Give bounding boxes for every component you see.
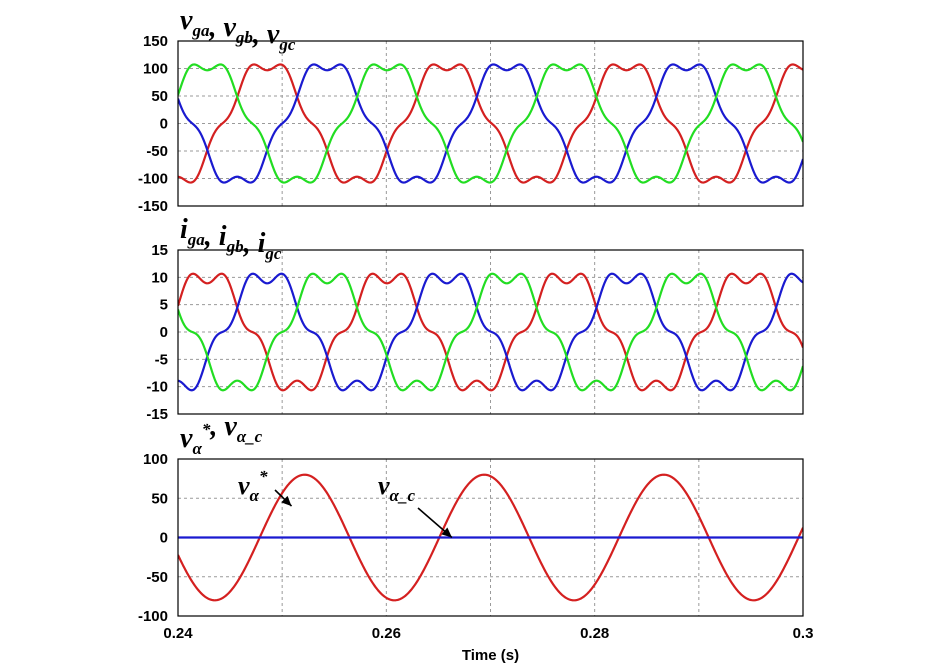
title-separator: , [252, 19, 267, 50]
y-tick-label: 0 [160, 324, 168, 341]
x-tick-label: 0.26 [372, 625, 401, 642]
plot-frame [177, 40, 804, 207]
title-subscript: α [192, 439, 202, 458]
x-axis-label: Time (s) [462, 647, 519, 664]
title-superscript: * [202, 420, 211, 439]
x-tick-label: 0.28 [580, 625, 609, 642]
title-symbol: v [180, 423, 193, 454]
title-subscript: α [250, 486, 260, 505]
y-tick-label: 150 [143, 33, 168, 50]
y-tick-label: 100 [143, 61, 168, 78]
annotation-arrowhead [281, 495, 292, 507]
chart-title: vga, vgb, vgc [180, 5, 296, 54]
title-symbol: v [180, 5, 193, 36]
x-tick-label: 0.24 [163, 625, 193, 642]
series-line-0 [178, 272, 803, 392]
title-subscript: gc [264, 244, 282, 263]
title-symbol: i [258, 228, 266, 259]
series-line-1 [178, 63, 803, 184]
y-tick-label: 50 [151, 88, 168, 105]
title-symbol: v [267, 19, 280, 50]
annotation-label: vα* [238, 467, 268, 505]
y-tick-label: 0 [160, 530, 168, 547]
title-symbol: v [238, 471, 250, 500]
title-separator: , [243, 228, 258, 259]
plot-frame [177, 249, 804, 415]
series-line-0 [178, 473, 803, 602]
y-tick-label: -50 [146, 569, 168, 586]
title-subscript: α_c [390, 486, 416, 505]
title-separator: , [208, 12, 223, 43]
chart-title: vα*, vα_c [180, 411, 263, 458]
series-line-2 [178, 272, 803, 392]
y-tick-label: 0 [160, 116, 168, 133]
y-tick-label: -10 [146, 379, 168, 396]
title-symbol: i [219, 221, 227, 252]
chart-title: iga, igb, igc [180, 214, 282, 263]
series-line-2 [178, 63, 803, 184]
title-subscript: ga [191, 21, 210, 40]
title-symbol: i [180, 214, 188, 245]
title-superscript: * [259, 467, 268, 486]
y-tick-label: -5 [155, 351, 168, 368]
title-symbol: v [378, 471, 390, 500]
y-tick-label: 100 [143, 451, 168, 468]
annotation-arrowhead [441, 527, 452, 538]
series-line-1 [178, 272, 803, 392]
title-subscript: gb [235, 28, 253, 47]
y-tick-label: -100 [138, 171, 168, 188]
y-tick-label: 15 [151, 242, 168, 259]
title-symbol: v [223, 12, 236, 43]
title-symbol: v [224, 411, 237, 442]
y-tick-label: 50 [151, 490, 168, 507]
y-tick-label: -100 [138, 608, 168, 625]
y-tick-label: -150 [138, 198, 168, 215]
x-tick-label: 0.3 [793, 625, 814, 642]
y-tick-label: 5 [160, 297, 168, 314]
y-tick-label: -50 [146, 143, 168, 160]
y-tick-label: 10 [151, 269, 168, 286]
annotation-label: vα_c [378, 471, 415, 505]
y-tick-label: -15 [146, 406, 168, 423]
title-subscript: α_c [237, 427, 263, 446]
plot-frame [177, 458, 804, 617]
title-subscript: gc [278, 35, 296, 54]
title-subscript: ga [187, 230, 206, 249]
series-line-0 [178, 63, 803, 184]
title-separator: , [204, 221, 219, 252]
title-subscript: gb [226, 237, 244, 256]
title-separator: , [209, 411, 224, 442]
